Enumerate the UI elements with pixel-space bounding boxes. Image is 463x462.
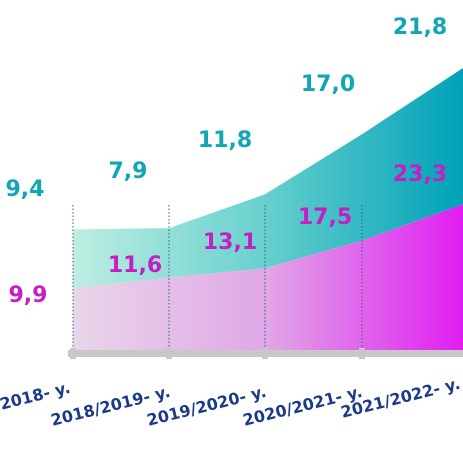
value-label: 11,8 bbox=[198, 128, 252, 153]
value-label: 7,9 bbox=[109, 159, 148, 184]
area bbox=[73, 204, 463, 350]
value-label: 9,4 bbox=[6, 177, 45, 202]
value-label: 17,5 bbox=[298, 205, 352, 230]
x-axis bbox=[68, 350, 463, 357]
value-label: 17,0 bbox=[301, 72, 355, 97]
value-label: 11,6 bbox=[108, 253, 162, 278]
value-label: 13,1 bbox=[203, 230, 257, 255]
value-label: 21,8 bbox=[393, 15, 447, 40]
area bbox=[73, 68, 463, 289]
value-label: 9,9 bbox=[9, 283, 48, 308]
value-label: 23,3 bbox=[393, 162, 447, 187]
x-tick-label: 2021/2022- y. bbox=[339, 374, 462, 422]
